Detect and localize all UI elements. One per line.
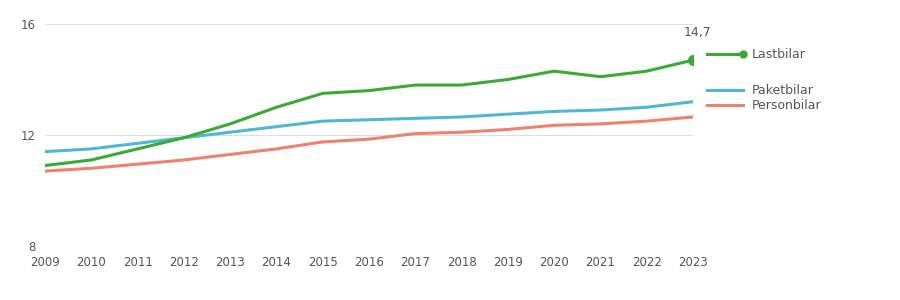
Text: Personbilar: Personbilar	[752, 99, 821, 112]
Text: Paketbilar: Paketbilar	[752, 84, 814, 97]
Text: Lastbilar: Lastbilar	[752, 48, 806, 61]
Text: 14,7: 14,7	[684, 26, 712, 39]
